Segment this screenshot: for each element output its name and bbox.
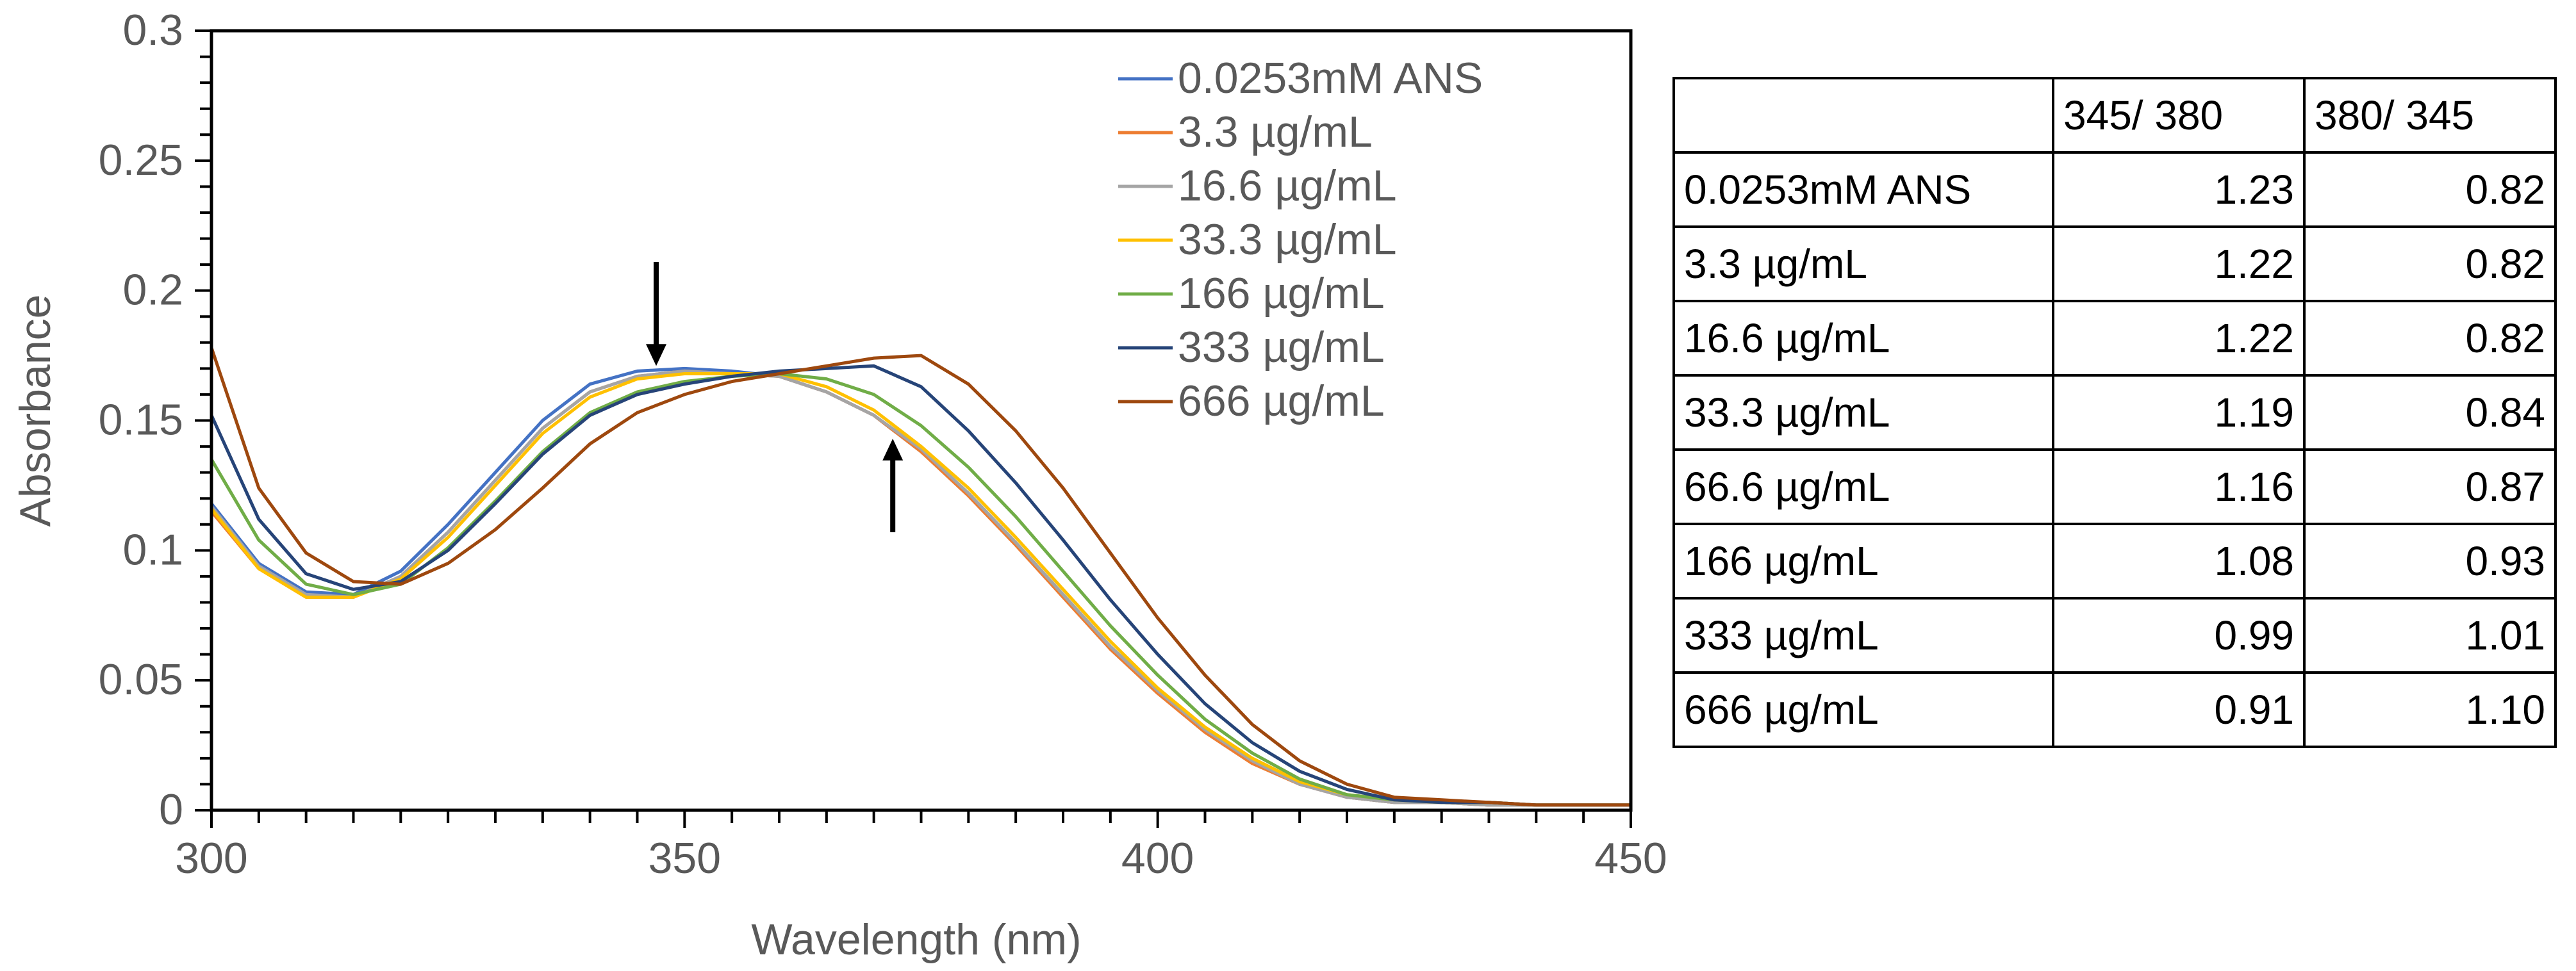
- table-row-label: 66.6 µg/mL: [1672, 448, 2054, 525]
- legend-label: 16.6 µg/mL: [1178, 161, 1397, 210]
- ticks: 300 350 400 450 0 0.05 0.1 0.15 0.2 0.25 0.3: [99, 6, 1666, 883]
- legend-item: 33.3 µg/mL: [1118, 215, 1397, 264]
- series-line-0: [210, 366, 1631, 807]
- ratio-table: 345/ 380 380/ 345 0.0253mM ANS 1.23 0.82 3.…: [1672, 77, 2557, 748]
- table-row-label: 333 µg/mL: [1672, 597, 2054, 674]
- legend: 0.0253mM ANS 3.3 µg/mL 16.6 µg/mL 33.3 µg/m…: [1118, 54, 1483, 425]
- x-tick-label: 450: [1594, 834, 1666, 883]
- table-row: 3.3 µg/mL 1.22 0.82: [1672, 225, 2557, 302]
- y-tick-label: 0: [159, 785, 183, 834]
- series-line-3: [210, 372, 1631, 807]
- legend-label: 166 µg/mL: [1178, 269, 1385, 318]
- table-cell-345-380: 1.08: [2052, 523, 2306, 600]
- x-axis-title: Wavelength (nm): [751, 915, 1081, 964]
- legend-item: 3.3 µg/mL: [1118, 108, 1373, 156]
- table-row: 66.6 µg/mL 1.16 0.87: [1672, 448, 2557, 525]
- legend-label: 333 µg/mL: [1178, 323, 1385, 371]
- table-cell-345-380: 1.22: [2052, 225, 2306, 302]
- table-header-row: 345/ 380 380/ 345: [1672, 77, 2557, 154]
- legend-label: 666 µg/mL: [1178, 377, 1385, 425]
- absorbance-chart: 300 350 400 450 0 0.05 0.1 0.15 0.2 0.25 0.3 0.025…: [11, 6, 1666, 964]
- x-tick-label: 300: [175, 834, 247, 883]
- legend-item: 166 µg/mL: [1118, 269, 1385, 318]
- series-line-6: [210, 347, 1631, 807]
- y-tick-label: 0.1: [122, 525, 183, 574]
- y-tick-label: 0.2: [122, 266, 183, 314]
- table-cell-345-380: 1.22: [2052, 300, 2306, 377]
- table-cell-380-345: 0.84: [2303, 374, 2557, 451]
- table-cell-345-380: 0.91: [2052, 671, 2306, 748]
- table-row-label: 33.3 µg/mL: [1672, 374, 2054, 451]
- table-row: 666 µg/mL 0.91 1.10: [1672, 671, 2557, 748]
- table-row: 16.6 µg/mL 1.22 0.82: [1672, 300, 2557, 377]
- table-cell-345-380: 1.16: [2052, 448, 2306, 525]
- table-cell-380-345: 0.87: [2303, 448, 2557, 525]
- table-row-label: 166 µg/mL: [1672, 523, 2054, 600]
- y-axis-title: Absorbance: [11, 295, 60, 527]
- table-cell-380-345: 1.01: [2303, 597, 2557, 674]
- table-row-label: 16.6 µg/mL: [1672, 300, 2054, 377]
- table-row: 333 µg/mL 0.99 1.01: [1672, 597, 2557, 674]
- table-row: 0.0253mM ANS 1.23 0.82: [1672, 151, 2557, 228]
- table-cell-345-380: 0.99: [2052, 597, 2306, 674]
- legend-label: 33.3 µg/mL: [1178, 215, 1397, 264]
- table-row-label: 666 µg/mL: [1672, 671, 2054, 748]
- y-tick-label: 0.05: [99, 655, 183, 704]
- plot-frame: [210, 29, 1633, 812]
- ratio-table-grid: 345/ 380 380/ 345 0.0253mM ANS 1.23 0.82 3.…: [1672, 77, 2557, 748]
- table-header-corner: [1672, 77, 2054, 154]
- legend-label: 3.3 µg/mL: [1178, 108, 1373, 156]
- table-row: 33.3 µg/mL 1.19 0.84: [1672, 374, 2557, 451]
- series-line-2: [210, 369, 1631, 807]
- y-tick-label: 0.3: [122, 6, 183, 54]
- annotation-arrows: [646, 262, 904, 532]
- series-line-1: [210, 369, 1631, 807]
- table-row: 166 µg/mL 1.08 0.93: [1672, 523, 2557, 600]
- x-tick-label: 400: [1121, 834, 1194, 883]
- table-cell-345-380: 1.23: [2052, 151, 2306, 228]
- table-row-label: 0.0253mM ANS: [1672, 151, 2054, 228]
- table-cell-380-345: 0.93: [2303, 523, 2557, 600]
- legend-item: 666 µg/mL: [1118, 377, 1385, 425]
- arrow-up-icon: [882, 438, 904, 532]
- table-row-label: 3.3 µg/mL: [1672, 225, 2054, 302]
- series-lines: [210, 347, 1631, 807]
- table-cell-380-345: 0.82: [2303, 300, 2557, 377]
- table-header-380-345: 380/ 345: [2303, 77, 2557, 154]
- table-cell-380-345: 1.10: [2303, 671, 2557, 748]
- y-tick-label: 0.15: [99, 396, 183, 445]
- series-line-4: [210, 372, 1631, 807]
- arrow-down-icon: [646, 262, 667, 366]
- x-tick-label: 350: [648, 834, 721, 883]
- legend-item: 333 µg/mL: [1118, 323, 1385, 371]
- axes: [210, 29, 1633, 812]
- y-tick-label: 0.25: [99, 136, 183, 184]
- table-cell-345-380: 1.19: [2052, 374, 2306, 451]
- legend-item: 0.0253mM ANS: [1118, 54, 1483, 102]
- legend-item: 16.6 µg/mL: [1118, 161, 1397, 210]
- table-header-345-380: 345/ 380: [2052, 77, 2306, 154]
- series-line-5: [210, 364, 1631, 807]
- table-cell-380-345: 0.82: [2303, 225, 2557, 302]
- legend-label: 0.0253mM ANS: [1178, 54, 1483, 102]
- table-cell-380-345: 0.82: [2303, 151, 2557, 228]
